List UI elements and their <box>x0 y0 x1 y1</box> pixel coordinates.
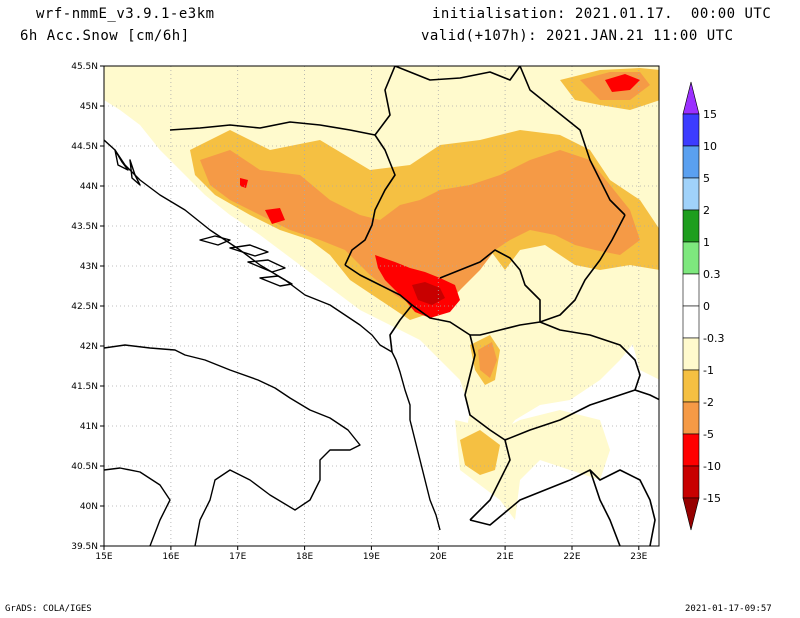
lon-label: 22E <box>563 552 580 562</box>
border-serbia-romania <box>519 66 626 216</box>
snow-orange-area <box>200 150 640 310</box>
border-bosnia-east <box>344 134 396 266</box>
colorbar-label: 0 <box>703 300 710 313</box>
colorbar: 15 10 5 2 1 0.3 0 -0.3 -1 -2 -5 -10 -15 <box>682 81 724 531</box>
border-bulgaria-macedonia <box>539 321 641 391</box>
lon-labels: 15E 16E 17E 18E 19E 20E 21E 22E 23E <box>95 552 647 562</box>
lon-label: 16E <box>162 552 179 562</box>
lon-label: 20E <box>430 552 447 562</box>
init-time: initialisation: 2021.01.17. 00:00 UTC <box>432 6 772 22</box>
coast-greece-north <box>469 469 656 546</box>
valid-time: valid(+107h): 2021.JAN.21 11:00 UTC <box>421 28 734 44</box>
lon-label: 21E <box>497 552 514 562</box>
snow-field <box>104 66 659 520</box>
colorbar-segment <box>682 433 700 467</box>
lat-label: 44N <box>80 182 98 192</box>
lat-label: 41N <box>80 422 98 432</box>
coast-greece-inner <box>589 469 621 546</box>
colorbar-segment <box>682 145 700 179</box>
lat-label: 42N <box>80 342 98 352</box>
colorbar-segment <box>682 337 700 371</box>
italy-coast <box>104 344 361 546</box>
snow-red-spot-2 <box>240 178 248 188</box>
lat-label: 43.5N <box>71 222 98 232</box>
colorbar-label: 10 <box>703 140 717 153</box>
island-krk <box>114 149 129 171</box>
snow-red-spot-1 <box>265 208 285 224</box>
italy-southeast-coast <box>104 467 171 546</box>
snow-yellow-area-south <box>460 430 500 475</box>
island-kvarner <box>129 159 141 186</box>
colorbar-label: -0.3 <box>703 332 724 345</box>
lon-label: 23E <box>630 552 647 562</box>
border-albania-east <box>411 304 511 521</box>
coastlines <box>104 139 441 546</box>
lat-labels: 45.5N 45N 44.5N 44N 43.5N 43N 42.5N 42N … <box>71 62 98 552</box>
colorbar-label: 0.3 <box>703 268 721 281</box>
colorbar-segment <box>682 113 700 147</box>
border-croatia-bosnia-north <box>169 66 396 136</box>
island-korcula <box>247 259 286 273</box>
colorbar-segment <box>682 241 700 275</box>
colorbar-segment <box>682 209 700 243</box>
border-greece-bulgaria <box>634 389 659 401</box>
colorbar-segment <box>682 177 700 211</box>
lat-label: 40.5N <box>71 462 98 472</box>
border-macedonia-greece <box>504 389 636 441</box>
colorbar-segment <box>682 273 700 307</box>
border-montenegro <box>344 264 413 353</box>
lon-label: 17E <box>229 552 246 562</box>
colorbar-label: -5 <box>703 428 714 441</box>
colorbar-bottom-arrow <box>682 497 700 531</box>
adriatic-east-coast <box>104 139 441 531</box>
snow-orange-area-macedonia <box>478 342 497 378</box>
island-hvar <box>229 244 269 257</box>
lat-label: 43N <box>80 262 98 272</box>
field-title: 6h Acc.Snow [cm/6h] <box>20 28 190 44</box>
island-brac <box>199 235 231 246</box>
lat-label: 45.5N <box>71 62 98 72</box>
colorbar-label: 1 <box>703 236 710 249</box>
colorbar-segment <box>682 305 700 339</box>
snow-red-spot-3 <box>605 74 640 92</box>
border-serbia-hungary <box>394 66 521 81</box>
island-mljet <box>259 275 293 287</box>
footer-left: GrADS: COLA/IGES <box>5 604 92 614</box>
border-kosovo <box>439 249 541 336</box>
lat-label: 42.5N <box>71 302 98 312</box>
colorbar-top-arrow <box>682 81 700 115</box>
snow-darkred-area <box>412 282 445 305</box>
colorbar-label: 15 <box>703 108 717 121</box>
country-borders <box>169 66 659 546</box>
colorbar-label: -15 <box>703 492 721 505</box>
colorbar-label: -10 <box>703 460 721 473</box>
lat-label: 44.5N <box>71 142 98 152</box>
lon-label: 18E <box>296 552 313 562</box>
snow-light-area-east <box>620 290 659 380</box>
footer-right: 2021-01-17-09:57 <box>685 604 772 614</box>
colorbar-segment <box>682 465 700 499</box>
lat-label: 41.5N <box>71 382 98 392</box>
colorbar-label: -2 <box>703 396 714 409</box>
colorbar-label: -1 <box>703 364 714 377</box>
lon-label: 15E <box>95 552 112 562</box>
lon-label: 19E <box>363 552 380 562</box>
axis-ticks <box>100 65 640 550</box>
colorbar-label: 2 <box>703 204 710 217</box>
lat-label: 45N <box>80 102 98 112</box>
lat-label: 40N <box>80 502 98 512</box>
model-title: wrf-nmmE_v3.9.1-e3km <box>36 6 215 22</box>
lat-label: 39.5N <box>71 542 98 552</box>
colorbar-label: 5 <box>703 172 710 185</box>
colorbar-segment <box>682 369 700 403</box>
border-serbia-bulgaria <box>539 214 626 323</box>
colorbar-segment <box>682 401 700 435</box>
map-grid <box>104 66 659 546</box>
